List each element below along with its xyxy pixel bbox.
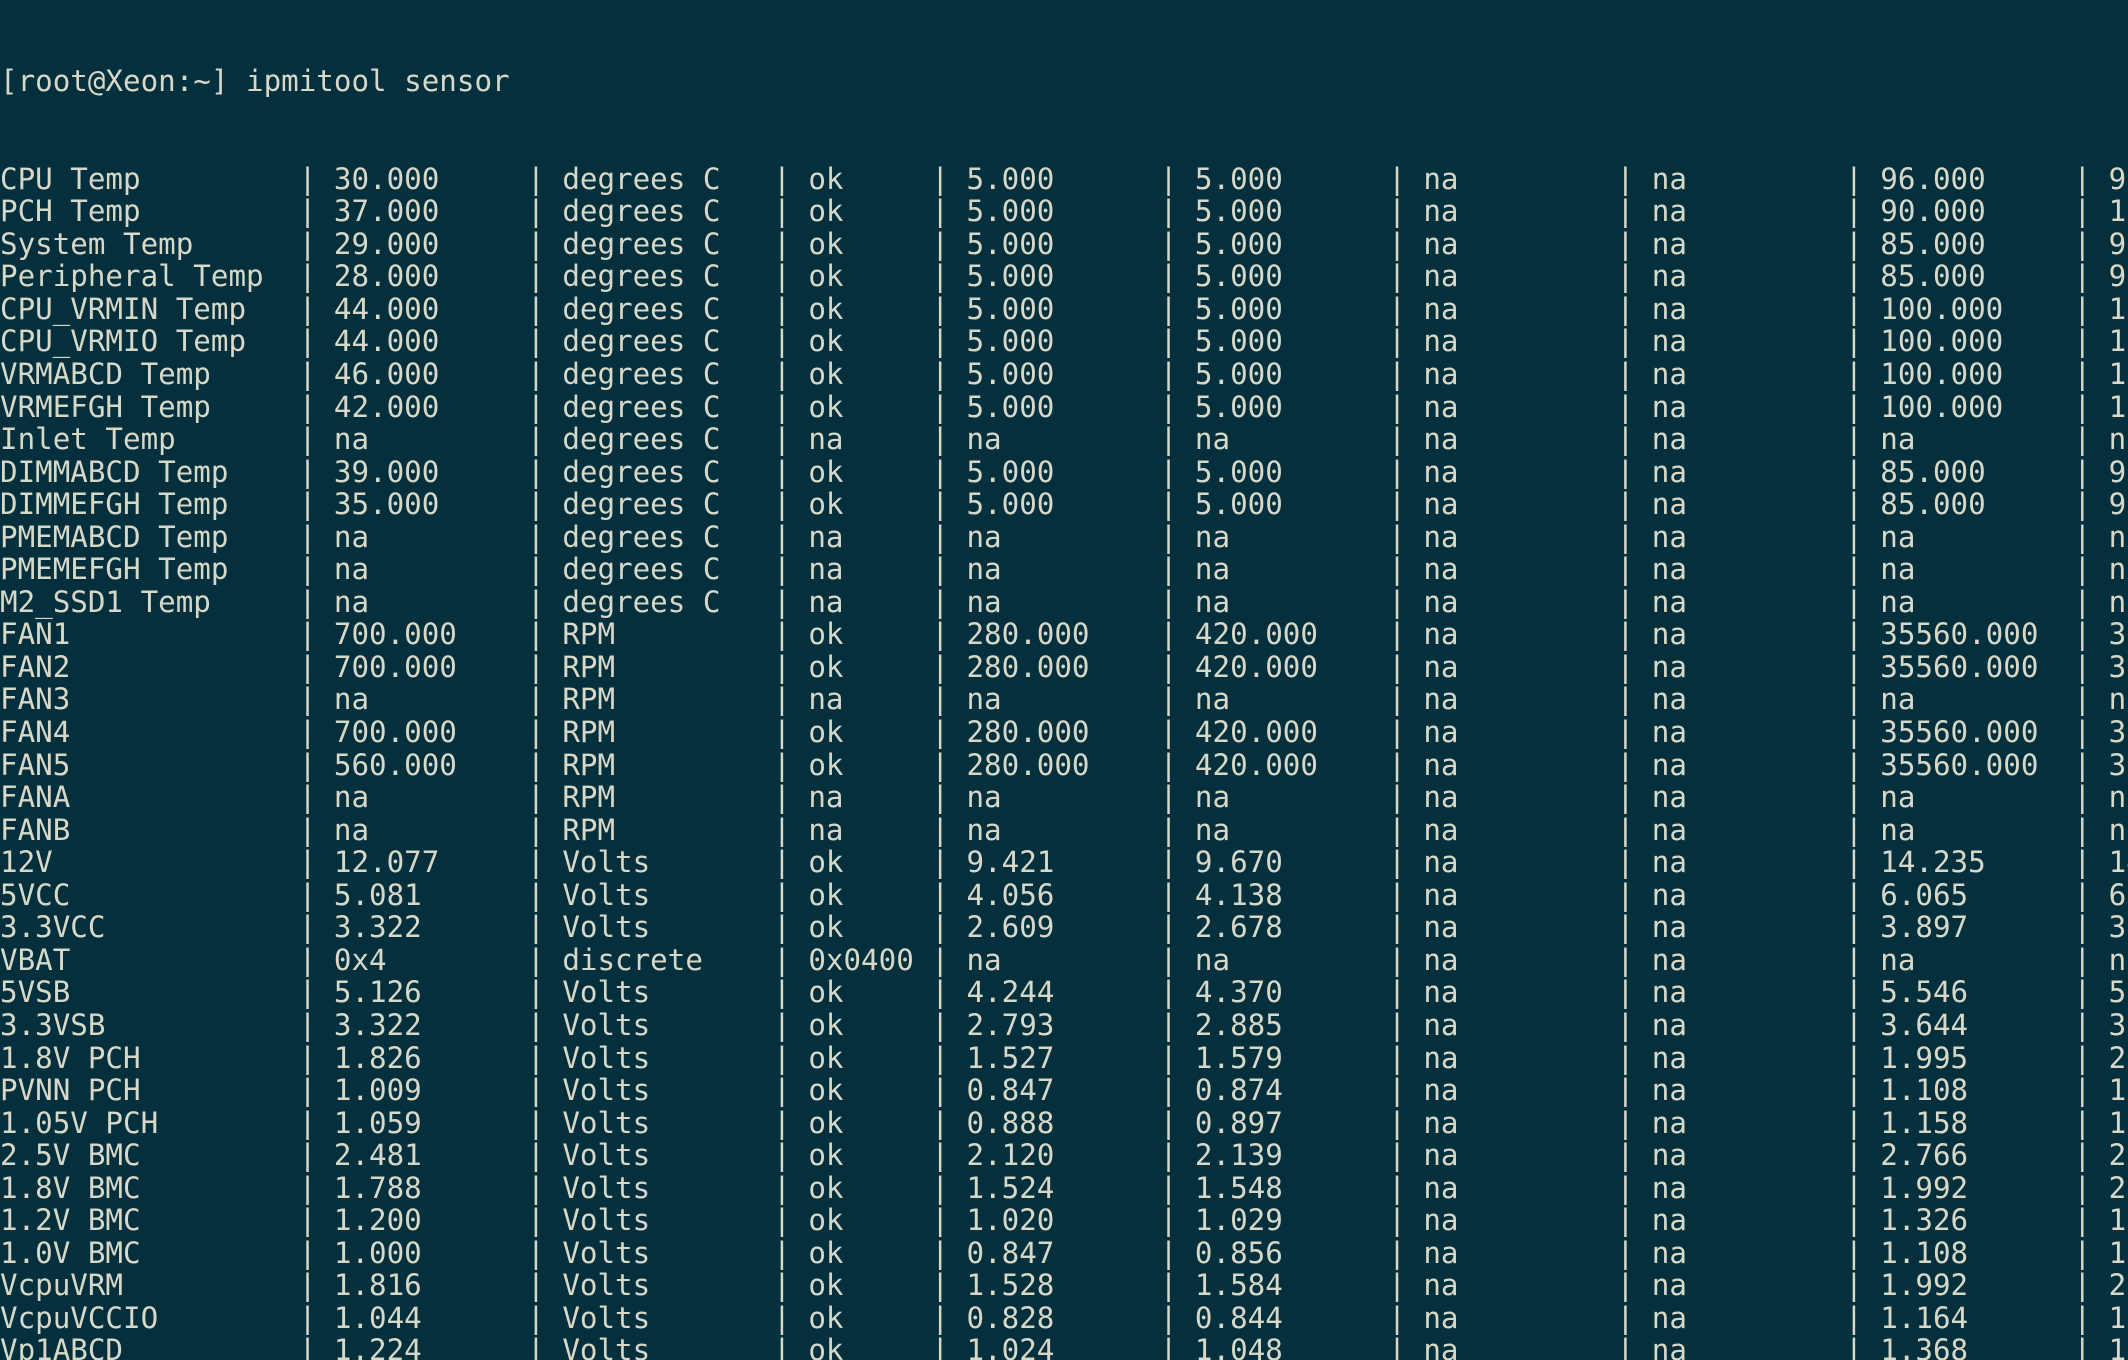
sensor-row: CPU_VRMIN Temp | 44.000 | degrees C | ok… xyxy=(0,291,2128,326)
sensor-row: DIMMABCD Temp | 39.000 | degrees C | ok … xyxy=(0,454,2128,489)
sensor-row: 3.3VCC | 3.322 | Volts | ok | 2.609 | 2.… xyxy=(0,910,2128,945)
sensor-row: VRMABCD Temp | 46.000 | degrees C | ok |… xyxy=(0,357,2128,392)
sensor-row: PMEMEFGH Temp | na | degrees C | na | na… xyxy=(0,552,2128,587)
sensor-row: FAN3 | na | RPM | na | na | na | na | na… xyxy=(0,682,2128,717)
sensor-row: 1.05V PCH | 1.059 | Volts | ok | 0.888 |… xyxy=(0,1105,2128,1140)
command-line: [root@Xeon:~] ipmitool sensor xyxy=(0,64,510,99)
sensor-row: VcpuVRM | 1.816 | Volts | ok | 1.528 | 1… xyxy=(0,1268,2128,1303)
sensor-row: 1.0V BMC | 1.000 | Volts | ok | 0.847 | … xyxy=(0,1235,2128,1270)
sensor-row: 5VCC | 5.081 | Volts | ok | 4.056 | 4.13… xyxy=(0,877,2128,912)
sensor-row: 1.8V PCH | 1.826 | Volts | ok | 1.527 | … xyxy=(0,1040,2128,1075)
sensor-row: 12V | 12.077 | Volts | ok | 9.421 | 9.67… xyxy=(0,845,2128,880)
sensor-row: 1.2V BMC | 1.200 | Volts | ok | 1.020 | … xyxy=(0,1203,2128,1238)
sensor-row: VcpuVCCIO | 1.044 | Volts | ok | 0.828 |… xyxy=(0,1300,2128,1335)
sensor-row: FAN4 | 700.000 | RPM | ok | 280.000 | 42… xyxy=(0,715,2128,750)
sensor-row: VRMEFGH Temp | 42.000 | degrees C | ok |… xyxy=(0,389,2128,424)
sensor-row: FANB | na | RPM | na | na | na | na | na… xyxy=(0,812,2128,847)
sensor-row: Inlet Temp | na | degrees C | na | na | … xyxy=(0,422,2128,457)
sensor-row: M2_SSD1 Temp | na | degrees C | na | na … xyxy=(0,584,2128,619)
sensor-row: CPU Temp | 30.000 | degrees C | ok | 5.0… xyxy=(0,161,2128,196)
sensor-row: PCH Temp | 37.000 | degrees C | ok | 5.0… xyxy=(0,194,2128,229)
sensor-row: System Temp | 29.000 | degrees C | ok | … xyxy=(0,226,2128,261)
sensor-row: DIMMEFGH Temp | 35.000 | degrees C | ok … xyxy=(0,487,2128,522)
sensor-row: PMEMABCD Temp | na | degrees C | na | na… xyxy=(0,519,2128,554)
sensor-row: FANA | na | RPM | na | na | na | na | na… xyxy=(0,780,2128,815)
sensor-row: PVNN PCH | 1.009 | Volts | ok | 0.847 | … xyxy=(0,1073,2128,1108)
sensor-row: VBAT | 0x4 | discrete | 0x0400 | na | na… xyxy=(0,942,2128,977)
sensor-row: 5VSB | 5.126 | Volts | ok | 4.244 | 4.37… xyxy=(0,975,2128,1010)
sensor-row: Vp1ABCD | 1.224 | Volts | ok | 1.024 | 1… xyxy=(0,1333,2128,1360)
sensor-row: Peripheral Temp | 28.000 | degrees C | o… xyxy=(0,259,2128,294)
sensor-row: 2.5V BMC | 2.481 | Volts | ok | 2.120 | … xyxy=(0,1138,2128,1173)
sensor-table: CPU Temp | 30.000 | degrees C | ok | 5.0… xyxy=(0,163,2128,1360)
sensor-row: FAN2 | 700.000 | RPM | ok | 280.000 | 42… xyxy=(0,649,2128,684)
sensor-row: FAN5 | 560.000 | RPM | ok | 280.000 | 42… xyxy=(0,747,2128,782)
sensor-row: CPU_VRMIO Temp | 44.000 | degrees C | ok… xyxy=(0,324,2128,359)
sensor-row: 1.8V BMC | 1.788 | Volts | ok | 1.524 | … xyxy=(0,1170,2128,1205)
sensor-row: 3.3VSB | 3.322 | Volts | ok | 2.793 | 2.… xyxy=(0,1007,2128,1042)
sensor-row: FAN1 | 700.000 | RPM | ok | 280.000 | 42… xyxy=(0,617,2128,652)
